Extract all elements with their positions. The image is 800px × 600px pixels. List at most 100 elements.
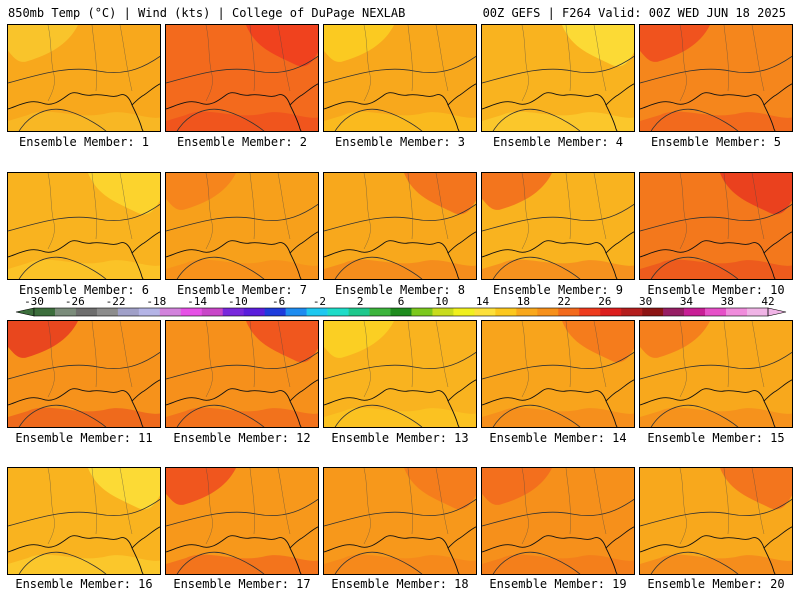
height-contour xyxy=(8,55,160,131)
colorbar-segment xyxy=(243,308,265,316)
coastline xyxy=(166,83,318,131)
ensemble-member-map xyxy=(481,467,635,575)
coastline xyxy=(482,379,634,427)
ensemble-member-map xyxy=(7,24,161,132)
height-contour xyxy=(324,55,476,131)
temperature-shading xyxy=(482,111,634,131)
ensemble-member-label: Ensemble Member: 1 xyxy=(18,135,150,149)
colorbar-tick-label: 34 xyxy=(680,296,694,308)
colorbar-segment xyxy=(495,308,517,316)
colorbar-segment xyxy=(726,308,748,316)
state-borders xyxy=(47,468,133,545)
colorbar-tick-label: -26 xyxy=(65,296,85,308)
state-borders xyxy=(205,321,291,398)
state-borders xyxy=(363,173,449,250)
temperature-shading xyxy=(88,173,160,215)
colorbar-tick-label: 38 xyxy=(721,296,734,308)
ensemble-member-label: Ensemble Member: 8 xyxy=(334,283,466,297)
coastline xyxy=(482,83,634,131)
temperature-shading xyxy=(640,554,792,574)
height-contour xyxy=(640,498,792,574)
colorbar-tick-label: -2 xyxy=(313,296,326,308)
ensemble-member-map xyxy=(481,172,635,280)
state-borders xyxy=(363,468,449,545)
temperature-shading xyxy=(8,321,78,358)
state-borders xyxy=(47,25,133,102)
colorbar-tick-label: 30 xyxy=(639,296,652,308)
temperature-shading xyxy=(88,468,160,510)
colorbar-segment xyxy=(705,308,727,316)
colorbar-segment xyxy=(159,308,182,316)
ensemble-member-label: Ensemble Member: 16 xyxy=(15,577,153,591)
height-contour xyxy=(324,351,476,427)
temperature-shading xyxy=(246,25,318,67)
temperature-shading xyxy=(404,468,476,510)
ensemble-member-map xyxy=(7,172,161,280)
ensemble-member-label: Ensemble Member: 13 xyxy=(331,431,469,445)
colorbar-segment xyxy=(54,308,77,316)
temperature-shading xyxy=(166,111,318,131)
height-contour xyxy=(640,351,792,427)
colorbar-tick-label: -10 xyxy=(228,296,248,308)
ensemble-member-label: Ensemble Member: 2 xyxy=(176,135,308,149)
temperature-shading xyxy=(324,321,394,358)
temperature-shading xyxy=(720,173,792,215)
temperature-shading xyxy=(324,554,476,574)
ensemble-member-label: Ensemble Member: 20 xyxy=(647,577,785,591)
colorbar-tick-label: -18 xyxy=(146,296,166,308)
state-borders xyxy=(679,321,765,398)
ensemble-member-label: Ensemble Member: 14 xyxy=(489,431,627,445)
temperature-shading xyxy=(482,259,634,279)
state-borders xyxy=(679,468,765,545)
height-contour xyxy=(482,55,634,131)
temperature-shading xyxy=(562,321,634,363)
colorbar-tick-label: 2 xyxy=(357,296,364,308)
ensemble-member-label: Ensemble Member: 12 xyxy=(173,431,311,445)
height-contour xyxy=(8,351,160,427)
colorbar-segment xyxy=(474,308,496,316)
state-borders xyxy=(205,25,291,102)
temperature-shading xyxy=(166,468,236,505)
colorbar-tick-label: 18 xyxy=(517,296,530,308)
colorbar-segment xyxy=(117,308,140,316)
state-borders xyxy=(205,468,291,545)
colorbar-tick-label: 26 xyxy=(598,296,611,308)
colorbar-segment xyxy=(285,308,307,316)
coastline xyxy=(8,379,160,427)
ensemble-member-map xyxy=(7,467,161,575)
state-borders xyxy=(679,25,765,102)
height-contour xyxy=(482,498,634,574)
coastline xyxy=(324,83,476,131)
colorbar-segment xyxy=(222,308,245,316)
temperature-shading xyxy=(324,407,476,427)
ensemble-member-label: Ensemble Member: 6 xyxy=(18,283,150,297)
colorbar-border xyxy=(33,307,769,317)
ensemble-member-map xyxy=(323,467,477,575)
temperature-shading xyxy=(404,173,476,215)
colorbar-segment xyxy=(747,308,769,316)
ensemble-member-map xyxy=(639,467,793,575)
colorbar-segment xyxy=(537,308,559,316)
ensemble-member-label: Ensemble Member: 11 xyxy=(15,431,153,445)
height-contour xyxy=(166,203,318,279)
temperature-shading xyxy=(482,554,634,574)
coastline xyxy=(166,379,318,427)
coastline xyxy=(640,379,792,427)
state-borders xyxy=(205,173,291,250)
height-contour xyxy=(482,351,634,427)
temperature-shading xyxy=(166,259,318,279)
ensemble-member-label: Ensemble Member: 5 xyxy=(650,135,782,149)
run-valid-time: 00Z GEFS | F264 Valid: 00Z WED JUN 18 20… xyxy=(482,6,786,20)
colorbar-segment xyxy=(369,308,391,316)
temperature-shading xyxy=(8,554,160,574)
coastline xyxy=(8,83,160,131)
height-contour xyxy=(640,55,792,131)
colorbar-segment xyxy=(411,308,433,316)
coastline xyxy=(8,231,160,279)
temperature-shading xyxy=(166,407,318,427)
colorbar-tick-label: 6 xyxy=(398,296,405,308)
ensemble-member-map xyxy=(323,320,477,428)
state-borders xyxy=(679,173,765,250)
temperature-shading xyxy=(640,259,792,279)
colorbar-segment xyxy=(96,308,119,316)
